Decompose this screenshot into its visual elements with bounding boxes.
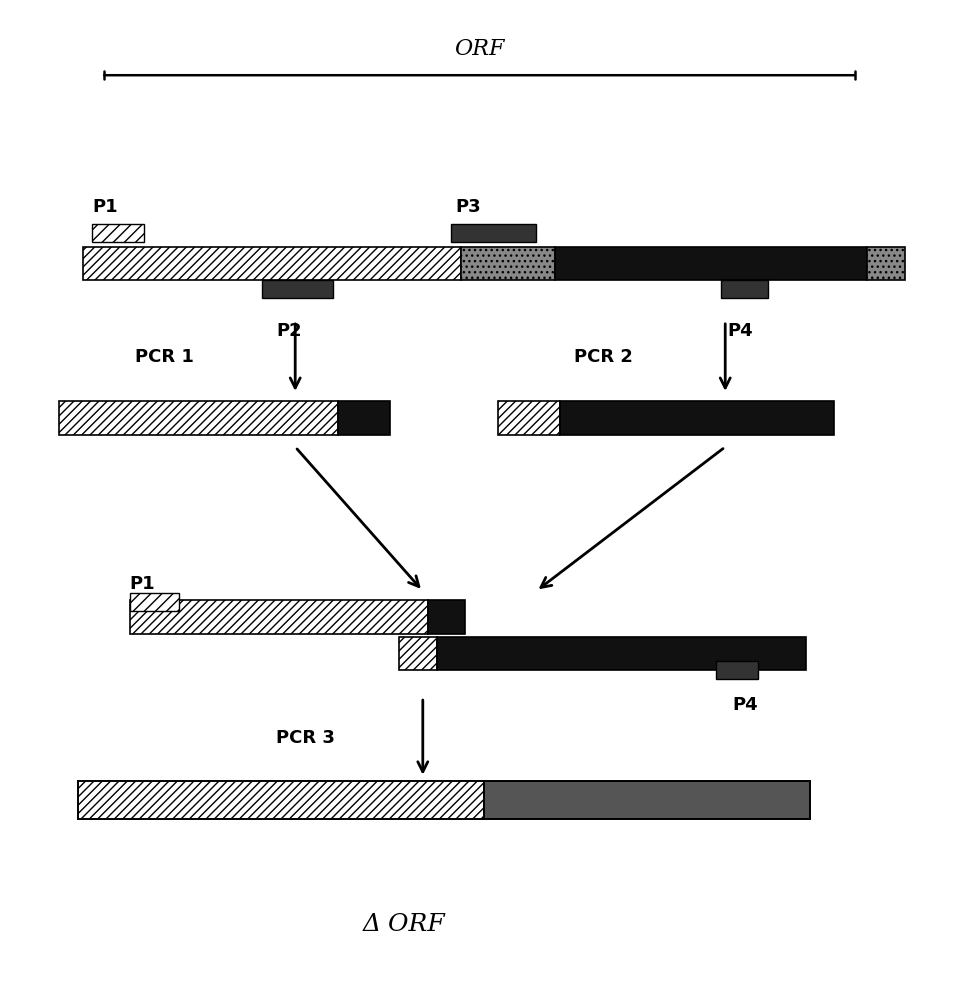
Text: P4: P4 — [727, 322, 753, 340]
Bar — [129, 593, 179, 611]
Bar — [338, 401, 389, 435]
Bar — [867, 247, 904, 280]
Text: P2: P2 — [276, 322, 302, 340]
Bar — [460, 247, 555, 280]
Bar — [451, 224, 536, 242]
Text: ORF: ORF — [455, 38, 504, 60]
Bar — [78, 781, 484, 819]
Text: P1: P1 — [129, 575, 155, 593]
Text: PCR 1: PCR 1 — [134, 348, 194, 366]
Bar — [92, 224, 144, 242]
Bar — [715, 661, 759, 679]
Bar — [428, 600, 465, 634]
Text: Δ ORF: Δ ORF — [363, 913, 445, 936]
Bar — [82, 247, 460, 280]
Bar — [262, 280, 333, 298]
Bar — [720, 280, 768, 298]
Text: P3: P3 — [456, 198, 481, 216]
Bar — [484, 781, 810, 819]
Bar — [555, 247, 867, 280]
Text: P1: P1 — [92, 198, 118, 216]
Text: PCR 3: PCR 3 — [276, 729, 336, 747]
Bar — [560, 401, 834, 435]
Bar — [58, 401, 338, 435]
Bar — [129, 600, 428, 634]
Bar — [399, 637, 437, 670]
Text: PCR 2: PCR 2 — [574, 348, 633, 366]
Bar — [499, 401, 560, 435]
Text: P4: P4 — [733, 696, 759, 714]
Bar — [437, 637, 806, 670]
